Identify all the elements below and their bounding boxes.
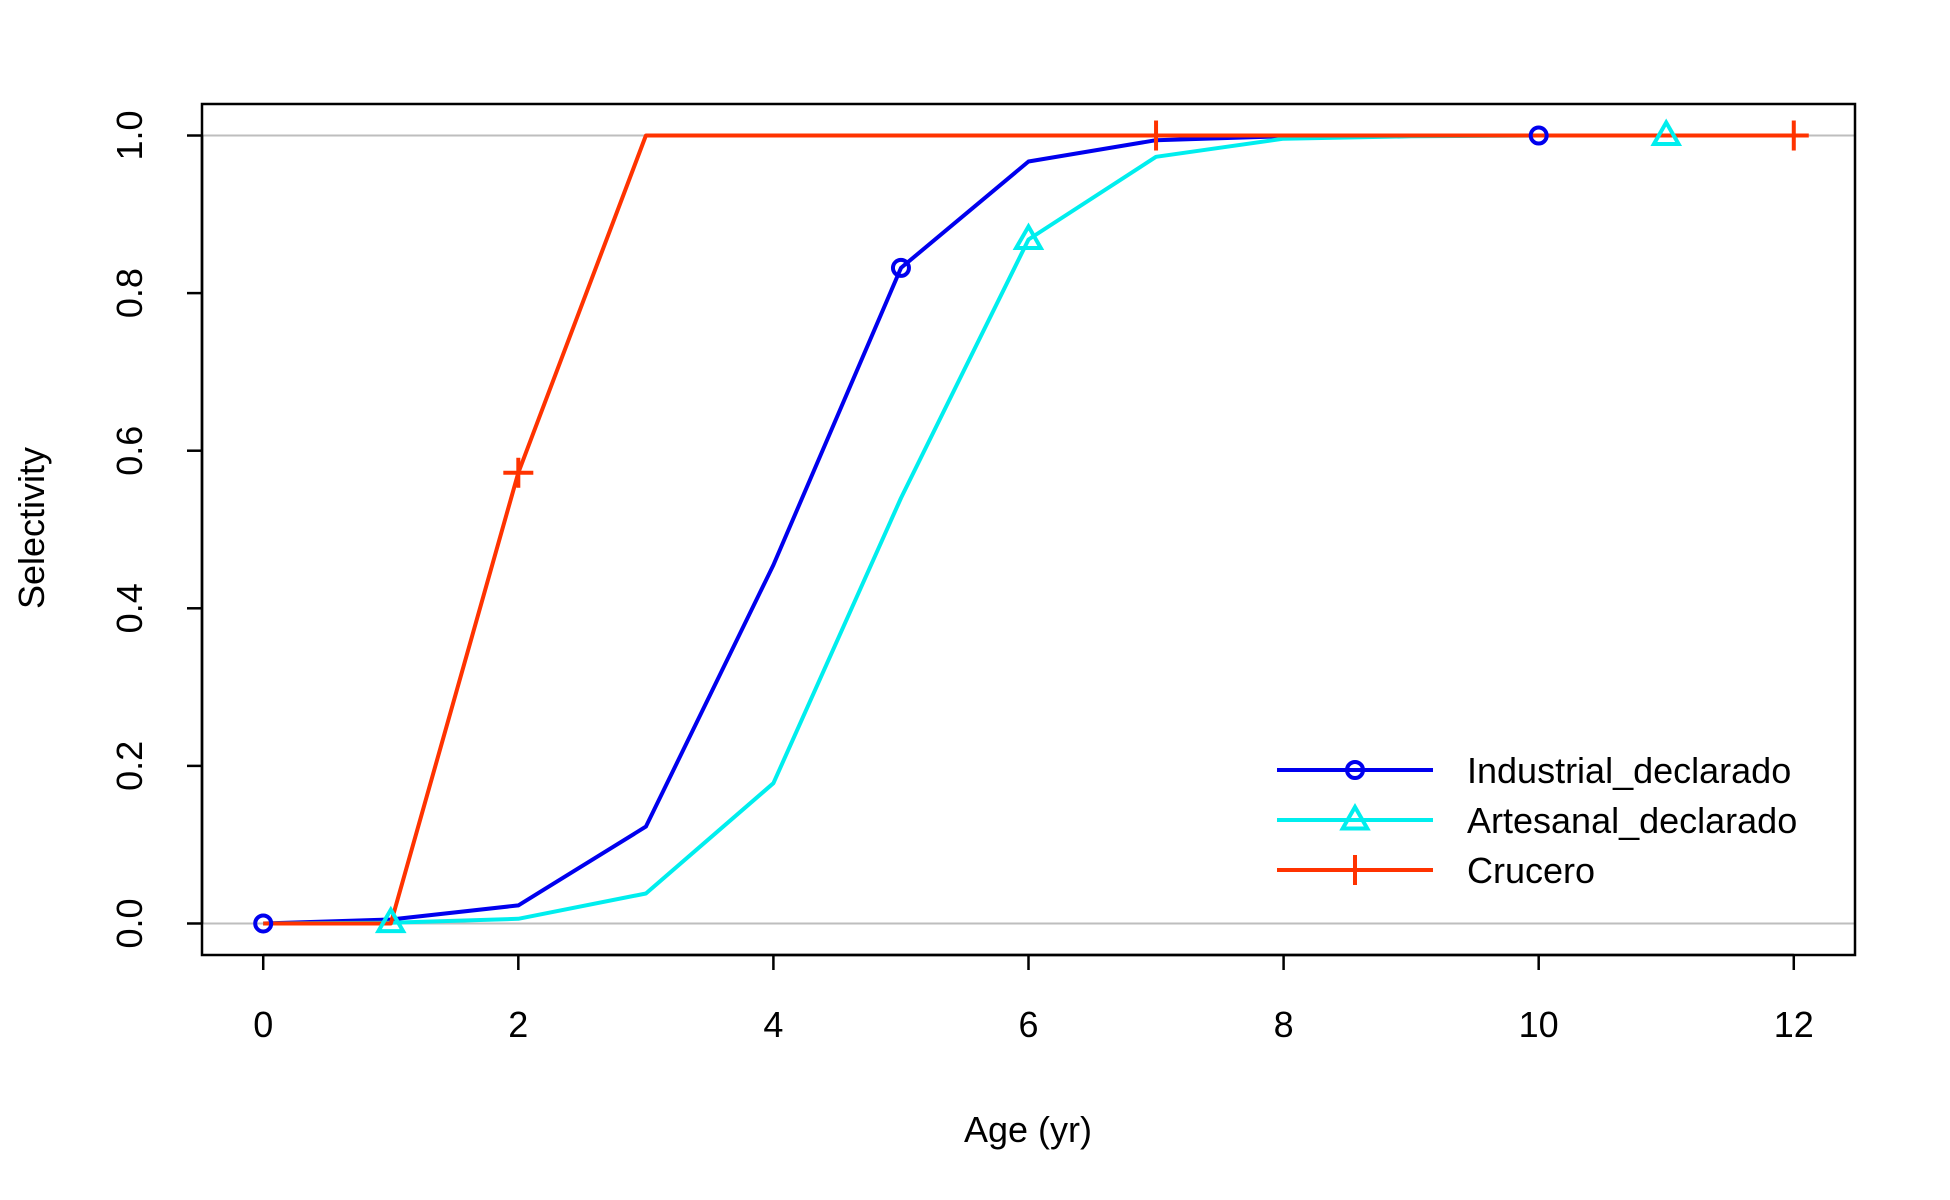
y-tick-label: 0.0 <box>109 898 150 948</box>
y-tick-label: 0.4 <box>109 583 150 633</box>
y-axis-title: Selectivity <box>11 447 52 609</box>
marker-Crucero <box>1778 120 1809 151</box>
x-tick-label: 4 <box>763 1004 783 1045</box>
x-tick-label: 10 <box>1519 1004 1559 1045</box>
x-tick-label: 8 <box>1274 1004 1294 1045</box>
marker-Artesanal_declarado <box>1650 118 1683 146</box>
x-axis-title: Age (yr) <box>964 1109 1092 1150</box>
y-tick-label: 1.0 <box>109 110 150 160</box>
legend-label: Artesanal_declarado <box>1467 800 1797 841</box>
x-axis: 0 2 4 6 8 10 12 <box>253 953 1814 1045</box>
legend-label: Crucero <box>1467 850 1595 891</box>
marker-Industrial_declarado <box>253 913 274 934</box>
legend-label: Industrial_declarado <box>1467 750 1791 791</box>
marker-Artesanal_declarado <box>374 905 407 934</box>
y-axis: 0.0 0.2 0.4 0.6 0.8 1.0 <box>109 110 204 949</box>
x-tick-label: 12 <box>1774 1004 1814 1045</box>
marker-Crucero <box>503 457 534 488</box>
legend: Industrial_declarado Artesanal_declarado C… <box>1277 750 1797 891</box>
marker-Industrial_declarado <box>1528 125 1549 146</box>
legend-item-Artesanal_declarado: Artesanal_declarado <box>1277 800 1797 841</box>
series-markers <box>253 118 1809 934</box>
x-tick-label: 6 <box>1018 1004 1038 1045</box>
x-tick-label: 2 <box>508 1004 528 1045</box>
legend-marker <box>1339 802 1371 831</box>
legend-item-Industrial_declarado: Industrial_declarado <box>1277 750 1791 791</box>
legend-marker <box>1345 760 1365 780</box>
marker-Crucero <box>1141 120 1172 151</box>
marker-Industrial_declarado <box>890 257 911 278</box>
marker-Artesanal_declarado <box>1012 222 1045 250</box>
legend-marker <box>1340 855 1370 885</box>
y-tick-label: 0.2 <box>109 741 150 791</box>
y-tick-label: 0.8 <box>109 268 150 318</box>
x-tick-label: 0 <box>253 1004 273 1045</box>
y-tick-label: 0.6 <box>109 426 150 476</box>
legend-item-Crucero: Crucero <box>1277 850 1595 891</box>
